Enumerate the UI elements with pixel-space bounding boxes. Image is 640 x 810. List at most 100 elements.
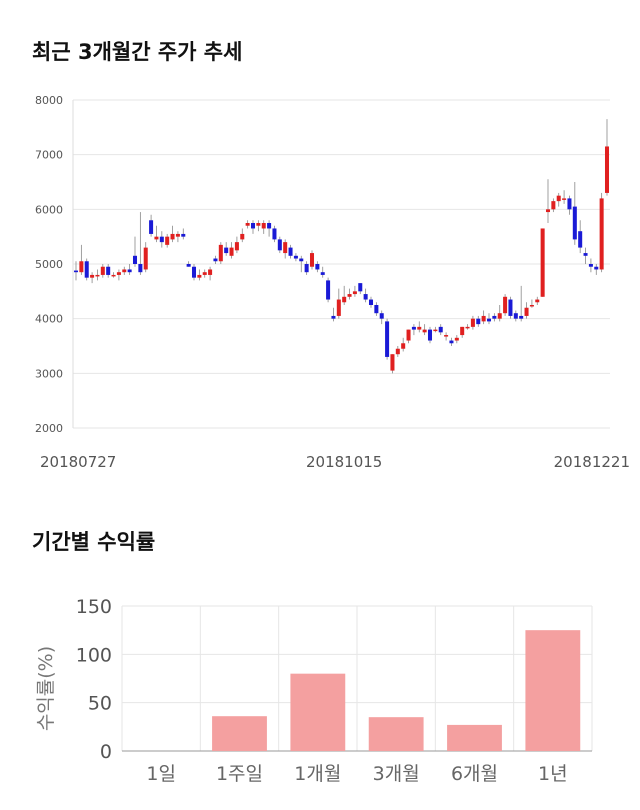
candle-body [395,348,400,355]
price-trend-title: 최근 3개월간 주가 추세 [32,40,243,64]
price-candle [374,302,379,316]
price-candle [599,192,604,273]
candle-body [143,247,148,270]
price-candle [304,261,309,275]
price-candle [208,266,213,281]
price-y-tick-label: 5000 [35,258,63,271]
candle-body [106,266,111,275]
price-candle [229,242,234,259]
returns-y-tick-label: 50 [88,693,112,715]
candle-body [229,247,234,256]
candle-body [159,236,164,243]
candle-body [363,294,368,300]
price-candle [460,326,465,338]
price-candle [79,244,84,275]
price-y-tick-label: 8000 [35,94,63,107]
candle-body [256,223,261,226]
price-candle [411,324,416,336]
candle-body [208,269,213,275]
candle-body [202,272,207,275]
candle-body [170,233,175,240]
candle-body [154,236,159,240]
candle-body [567,198,572,210]
price-candle [572,182,577,245]
price-candle [170,225,175,243]
price-candle [529,299,534,308]
candle-body [433,329,438,332]
price-candle [513,310,518,322]
candle-body [470,318,475,327]
price-candle [202,269,207,278]
candle-body [562,198,567,200]
price-candle [320,266,325,278]
price-candle [476,315,481,327]
candle-body [535,299,540,303]
price-y-tick-label: 2000 [35,422,63,435]
price-candle [492,313,497,322]
price-candle [197,269,202,281]
price-candle [283,239,288,259]
price-candle [535,296,540,305]
price-candle [309,250,315,270]
price-candle [175,231,180,243]
returns-category-label: 1개월 [294,763,341,785]
price-candle [256,220,261,232]
candle-body [529,305,534,307]
price-candle [250,220,256,234]
price-candle [562,190,567,204]
price-x-tick-label: 20181221 [554,453,630,471]
price-candle [315,261,320,273]
candle-body [342,296,347,303]
price-candle [213,255,218,264]
price-candle [342,285,347,305]
price-candle [588,258,593,273]
price-candle [127,264,132,275]
candle-body [261,223,266,229]
candle-body [519,315,524,319]
candle-body [250,223,256,229]
candle-body [165,236,170,245]
candle-body [556,195,561,202]
price-candle [111,272,116,278]
candle-body [390,354,395,371]
price-candle [154,225,159,243]
candle-body [304,264,309,273]
returns-y-tick-label: 150 [76,596,112,618]
price-candle [267,220,272,237]
candle-body [336,299,341,316]
candle-body [540,228,545,297]
candle-body [132,255,138,264]
candle-body [524,307,529,316]
candle-body [283,242,288,254]
candle-body [572,206,577,240]
price-candle [578,220,583,254]
price-candle [293,253,298,262]
price-candle [106,264,111,278]
price-candle [143,242,148,273]
price-candle [604,119,610,196]
candle-body [288,247,293,256]
candle-body [272,228,277,240]
price-candle [567,195,572,215]
candle-body [175,233,180,237]
price-candle [422,324,427,336]
candle-body [422,329,427,333]
candle-body [84,261,89,278]
candle-body [197,274,202,278]
price-y-tick-label: 4000 [35,313,63,326]
price-candle [73,261,79,281]
price-candle [224,242,229,256]
price-y-tick-label: 3000 [35,367,63,380]
candle-body [417,326,422,330]
candle-body [438,326,443,333]
price-candle [524,302,529,319]
candle-body [267,223,272,229]
candle-body [111,274,116,277]
candle-body [79,261,84,273]
price-candle [438,324,443,336]
candle-body [358,283,363,292]
price-candle [100,264,105,278]
price-candle [261,220,266,234]
candle-body [191,266,197,278]
price-candle [444,332,449,341]
